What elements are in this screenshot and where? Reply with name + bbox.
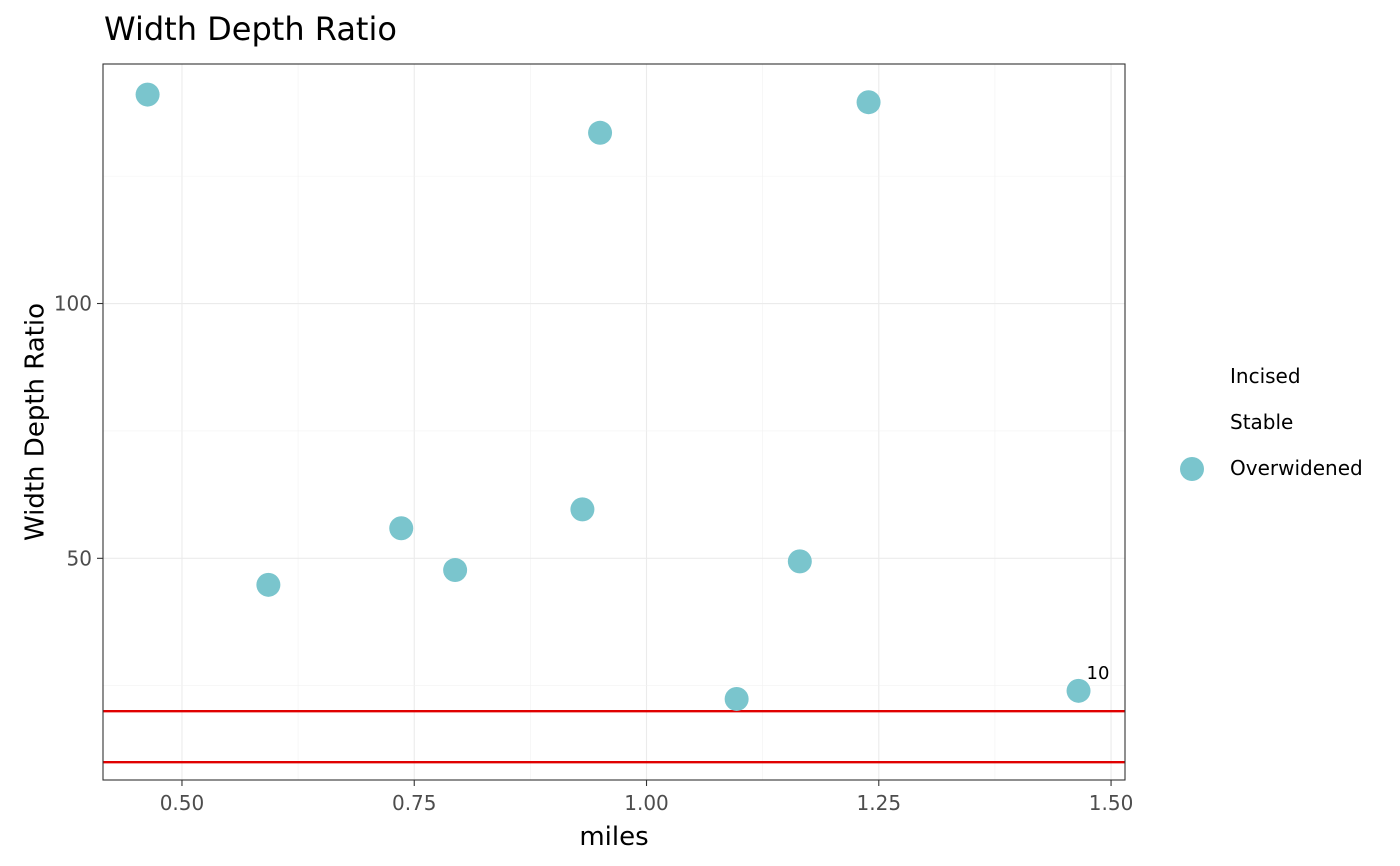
panel-border [102,63,1126,781]
chart-title: Width Depth Ratio [104,10,397,48]
grid [103,64,1125,780]
y-axis-title: Width Depth Ratio [21,303,51,541]
legend-label: Incised [1230,364,1301,388]
x-tick-label: 0.50 [160,791,205,815]
y-tick-label: 100 [54,292,92,316]
data-point [724,686,749,711]
data-point [588,120,613,145]
x-tick-label: 1.00 [624,791,669,815]
data-point [389,516,414,541]
legend-key [1180,457,1204,481]
data-point [787,549,812,574]
data-point [570,497,595,522]
data-point [443,558,468,583]
y-tick-label: 50 [67,546,92,570]
data-point [256,572,281,597]
x-tick-label: 1.25 [857,791,902,815]
data-point [1066,678,1091,703]
axes: 0.50 0.75 1.00 1.25 1.50 50 100 [54,292,1134,815]
data-point [856,90,881,115]
reference-lines [103,710,1125,764]
legend-label: Overwidened [1230,456,1363,480]
data-point [135,82,160,107]
point-label: 10 [1087,663,1110,684]
x-tick-label: 0.75 [392,791,437,815]
x-tick-label: 1.50 [1089,791,1134,815]
legend-label: Stable [1230,410,1293,434]
data-points: 10 [135,82,1110,711]
legend: Incised Stable Overwidened [1180,364,1363,481]
x-axis-title: miles [579,822,648,852]
